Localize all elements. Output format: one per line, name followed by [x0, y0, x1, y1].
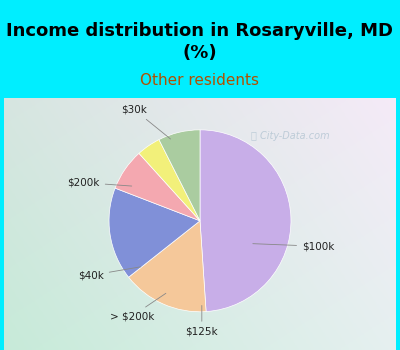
Wedge shape [129, 221, 206, 312]
Wedge shape [139, 140, 200, 221]
Text: ⓘ City-Data.com: ⓘ City-Data.com [251, 131, 329, 141]
Text: $40k: $40k [78, 267, 141, 280]
Text: > $200k: > $200k [110, 293, 166, 321]
Text: $125k: $125k [186, 306, 218, 337]
Wedge shape [109, 188, 200, 277]
Text: $200k: $200k [67, 177, 132, 188]
Wedge shape [159, 130, 200, 221]
Wedge shape [200, 130, 291, 312]
Text: Income distribution in Rosaryville, MD
(%): Income distribution in Rosaryville, MD (… [6, 22, 394, 62]
Text: $30k: $30k [122, 105, 170, 139]
Text: $100k: $100k [253, 241, 334, 251]
Wedge shape [115, 153, 200, 221]
Text: Other residents: Other residents [140, 73, 260, 88]
